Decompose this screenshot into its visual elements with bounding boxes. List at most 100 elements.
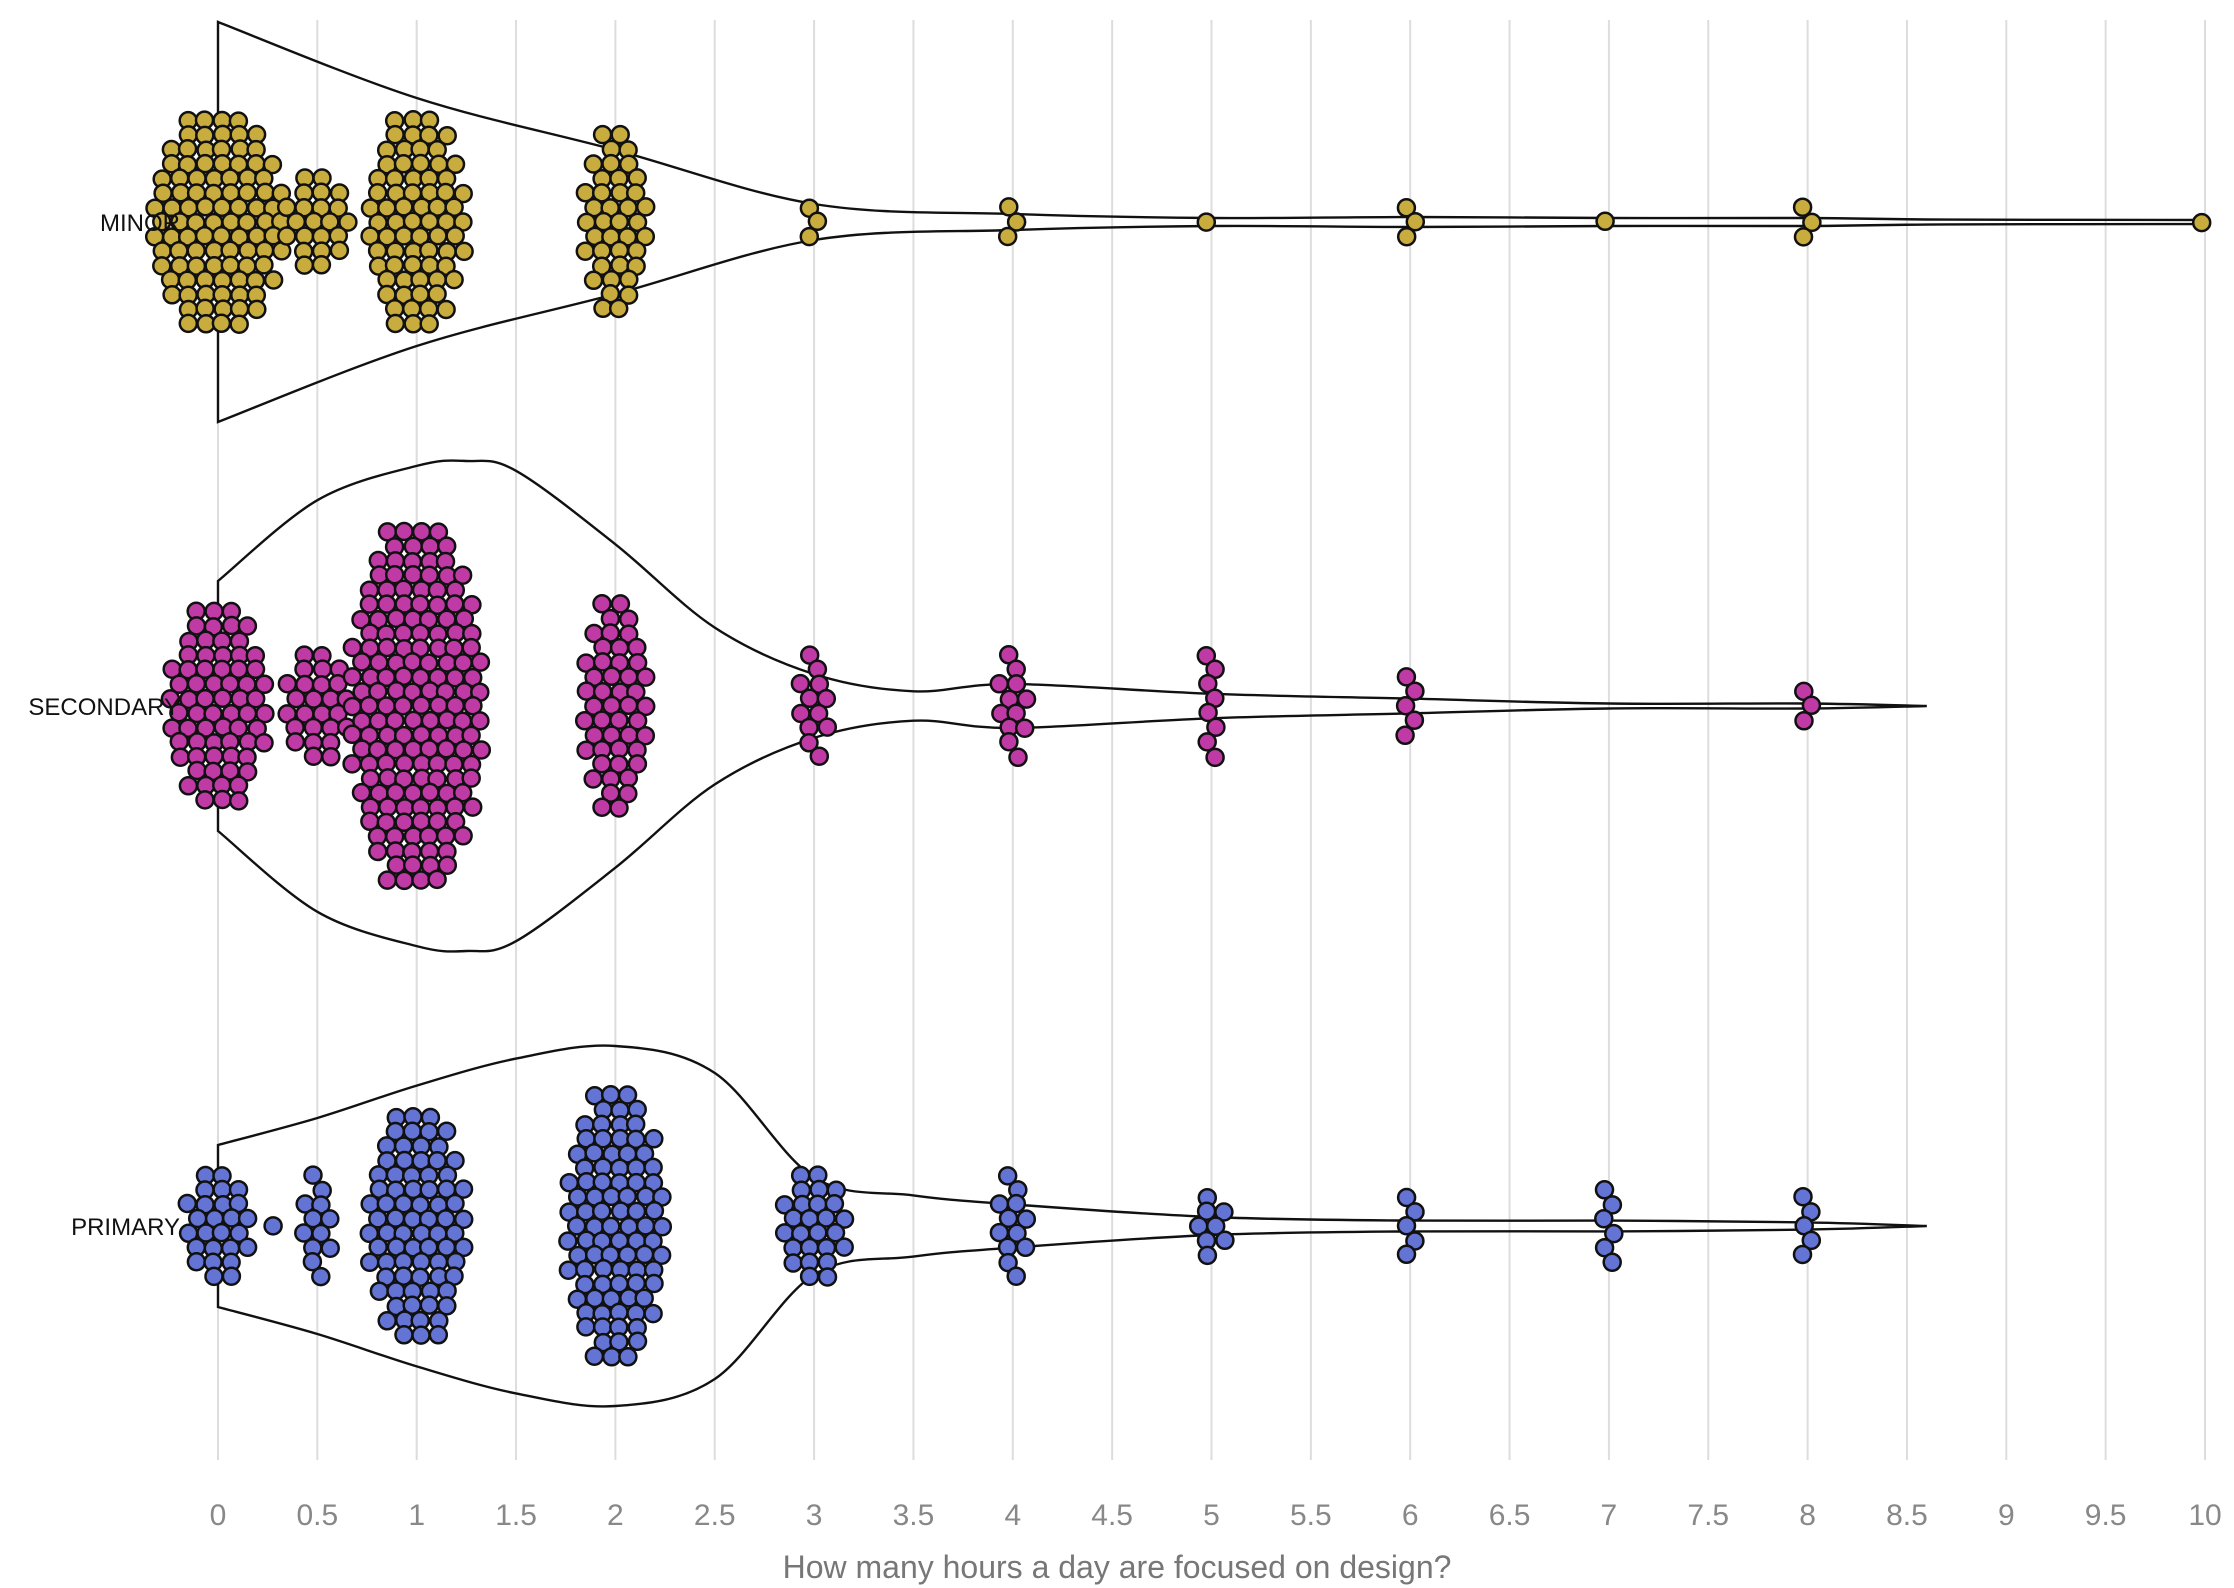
data-point bbox=[263, 270, 284, 290]
data-point bbox=[178, 313, 199, 334]
x-tick-labels: 0 0.5 1 1.5 2 2.5 3 3.5 4 4.5 5 5.5 6 6.5 7 7.5 8 8.5 9 9.5… bbox=[210, 1499, 2222, 1532]
category-label: SECONDARY bbox=[28, 694, 180, 721]
data-point bbox=[807, 211, 828, 232]
data-point bbox=[1016, 1209, 1037, 1229]
data-point bbox=[453, 1179, 474, 1199]
data-point bbox=[394, 226, 414, 246]
violin-outline bbox=[216, 1044, 1927, 1408]
data-point bbox=[1396, 226, 1417, 247]
data-point bbox=[394, 870, 415, 891]
data-point bbox=[997, 226, 1018, 247]
x-tick-label: 4 bbox=[1004, 1499, 1021, 1532]
data-point bbox=[418, 653, 439, 673]
data-point bbox=[627, 652, 648, 673]
data-point bbox=[170, 747, 191, 767]
data-point bbox=[634, 1244, 655, 1265]
data-point bbox=[1196, 646, 1217, 666]
data-point bbox=[212, 688, 233, 708]
data-point bbox=[1197, 732, 1217, 752]
data-point bbox=[461, 768, 481, 788]
x-tick-label: 5.5 bbox=[1290, 1499, 1332, 1532]
data-point bbox=[644, 1129, 664, 1149]
data-point bbox=[453, 826, 473, 846]
data-point bbox=[338, 212, 358, 232]
data-point bbox=[1014, 718, 1035, 738]
data-point bbox=[1205, 747, 1225, 768]
x-tick-label: 2 bbox=[607, 1499, 624, 1532]
data-point bbox=[1396, 198, 1417, 218]
data-point bbox=[211, 313, 232, 334]
data-point bbox=[635, 725, 656, 746]
data-point bbox=[625, 183, 646, 203]
data-point bbox=[444, 269, 464, 290]
data-point bbox=[644, 1201, 665, 1221]
data-point bbox=[1801, 695, 1822, 716]
data-point bbox=[1396, 1244, 1417, 1265]
data-point bbox=[816, 1208, 836, 1228]
data-point bbox=[263, 1216, 283, 1236]
data-point bbox=[618, 783, 638, 804]
data-point bbox=[575, 241, 596, 261]
data-point bbox=[610, 594, 631, 614]
data-point bbox=[618, 1347, 638, 1367]
data-point bbox=[576, 740, 596, 760]
x-tick-label: 5 bbox=[1203, 1499, 1220, 1532]
x-tick-label: 0.5 bbox=[296, 1499, 338, 1532]
data-point bbox=[277, 226, 297, 246]
data-point bbox=[651, 1245, 672, 1265]
data-point bbox=[454, 609, 475, 629]
x-tick-label: 8.5 bbox=[1886, 1499, 1928, 1532]
data-point bbox=[177, 139, 198, 159]
data-point bbox=[1793, 227, 1814, 247]
data-point bbox=[420, 782, 440, 803]
data-point bbox=[237, 616, 258, 636]
data-point bbox=[1595, 211, 1615, 232]
data-point bbox=[160, 689, 181, 709]
data-point bbox=[1006, 1266, 1026, 1286]
data-point bbox=[999, 197, 1019, 217]
data-point bbox=[591, 256, 612, 276]
data-point bbox=[221, 615, 242, 636]
data-point bbox=[799, 1266, 820, 1287]
data-point bbox=[1405, 681, 1425, 701]
data-point bbox=[1395, 695, 1416, 716]
data-point bbox=[377, 1311, 397, 1331]
data-point bbox=[360, 1252, 380, 1273]
data-point bbox=[428, 522, 449, 542]
data-point bbox=[1006, 674, 1027, 694]
data-point bbox=[783, 1253, 803, 1273]
data-point bbox=[320, 1238, 340, 1258]
data-point bbox=[228, 791, 249, 811]
data-point bbox=[369, 1281, 390, 1301]
data-point bbox=[609, 710, 629, 730]
data-point bbox=[384, 565, 405, 585]
category-label: PRIMARY bbox=[71, 1214, 180, 1241]
data-point bbox=[238, 240, 258, 261]
data-point bbox=[808, 703, 829, 724]
data-point bbox=[427, 284, 447, 304]
data-point bbox=[816, 688, 837, 709]
data-point bbox=[1405, 1202, 1425, 1222]
data-point bbox=[445, 226, 465, 246]
x-tick-label: 0 bbox=[210, 1499, 227, 1532]
data-point bbox=[635, 667, 656, 687]
data-point bbox=[627, 710, 648, 731]
x-tick-label: 4.5 bbox=[1091, 1499, 1133, 1532]
data-point bbox=[245, 659, 266, 680]
data-point bbox=[285, 732, 306, 752]
data-point bbox=[592, 797, 612, 817]
data-point bbox=[237, 762, 258, 782]
data-point bbox=[178, 776, 199, 796]
data-point bbox=[591, 1201, 612, 1222]
data-point bbox=[1405, 211, 1426, 232]
data-point bbox=[419, 125, 439, 145]
data-point bbox=[1205, 1216, 1226, 1236]
data-point bbox=[445, 1193, 465, 1214]
data-point bbox=[393, 696, 413, 716]
x-tick-label: 1.5 bbox=[495, 1499, 537, 1532]
data-point bbox=[1594, 1208, 1614, 1229]
data-point bbox=[1015, 1237, 1036, 1258]
x-axis-title: How many hours a day are focused on desi… bbox=[783, 1549, 1452, 1585]
x-tick-label: 10 bbox=[2188, 1499, 2221, 1532]
data-point bbox=[247, 299, 267, 320]
